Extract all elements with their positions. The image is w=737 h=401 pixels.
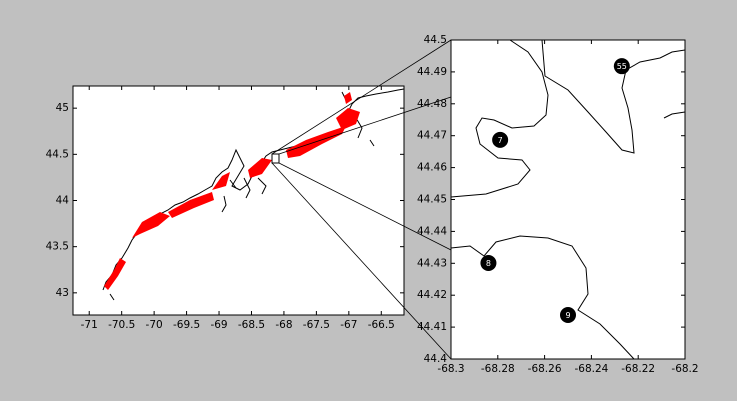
y-tick-label: 44 (56, 195, 70, 207)
point-label: 9 (565, 311, 570, 320)
y-tick-label: 44.49 (417, 66, 447, 78)
y-tick-label: 43 (56, 287, 69, 299)
point-label: 7 (498, 136, 503, 145)
zoom-axes (450, 39, 686, 360)
coastline (663, 111, 686, 119)
x-tick-label: -67.5 (303, 319, 330, 331)
x-tick-label: -68.2 (671, 363, 698, 375)
x-tick-label: -71 (81, 319, 98, 331)
x-tick-label: -68.3 (437, 363, 464, 375)
y-tick-label: 44.46 (417, 162, 447, 174)
x-tick-label: -68.5 (238, 319, 265, 331)
x-tick-label: -68.24 (574, 363, 608, 375)
connector (271, 39, 452, 155)
connector (271, 162, 452, 360)
x-tick-label: -68.22 (621, 363, 655, 375)
zoom-connectors (271, 39, 452, 360)
coastline (541, 39, 686, 154)
y-tick-label: 44.47 (417, 130, 447, 142)
x-tick-label: -68.28 (481, 363, 515, 375)
point-label: 55 (617, 62, 627, 71)
connector (278, 162, 452, 251)
y-tick-label: 44.4 (424, 353, 448, 365)
x-tick-label: -69 (210, 319, 227, 331)
y-tick-label: 43.5 (46, 241, 69, 253)
y-tick-label: 45 (56, 102, 69, 114)
x-tick-label: -70 (146, 319, 163, 331)
y-tick-label: 44.5 (424, 34, 447, 46)
point (613, 58, 630, 75)
point (492, 131, 509, 148)
x-tick-label: -67 (340, 319, 357, 331)
point-label: 8 (486, 259, 491, 268)
x-tick-label: -70.5 (108, 319, 135, 331)
point (480, 254, 497, 271)
zoom-coastline (450, 39, 686, 360)
coastline (450, 39, 549, 198)
x-tick-label: -66.5 (368, 319, 395, 331)
point (560, 306, 576, 323)
y-tick-label: 44.42 (417, 289, 447, 301)
zoom-box (271, 153, 280, 164)
y-tick-label: 44.43 (417, 257, 447, 269)
y-tick-label: 44.5 (46, 148, 69, 160)
connector (278, 96, 452, 155)
x-tick-label: -69.5 (173, 319, 200, 331)
y-tick-label: 44.45 (417, 194, 447, 206)
y-tick-label: 44.48 (417, 98, 447, 110)
y-tick-label: 44.44 (417, 225, 447, 237)
coastline (450, 235, 635, 360)
x-tick-label: -68 (275, 319, 292, 331)
x-tick-label: -68.26 (528, 363, 562, 375)
y-tick-label: 44.41 (417, 321, 447, 333)
